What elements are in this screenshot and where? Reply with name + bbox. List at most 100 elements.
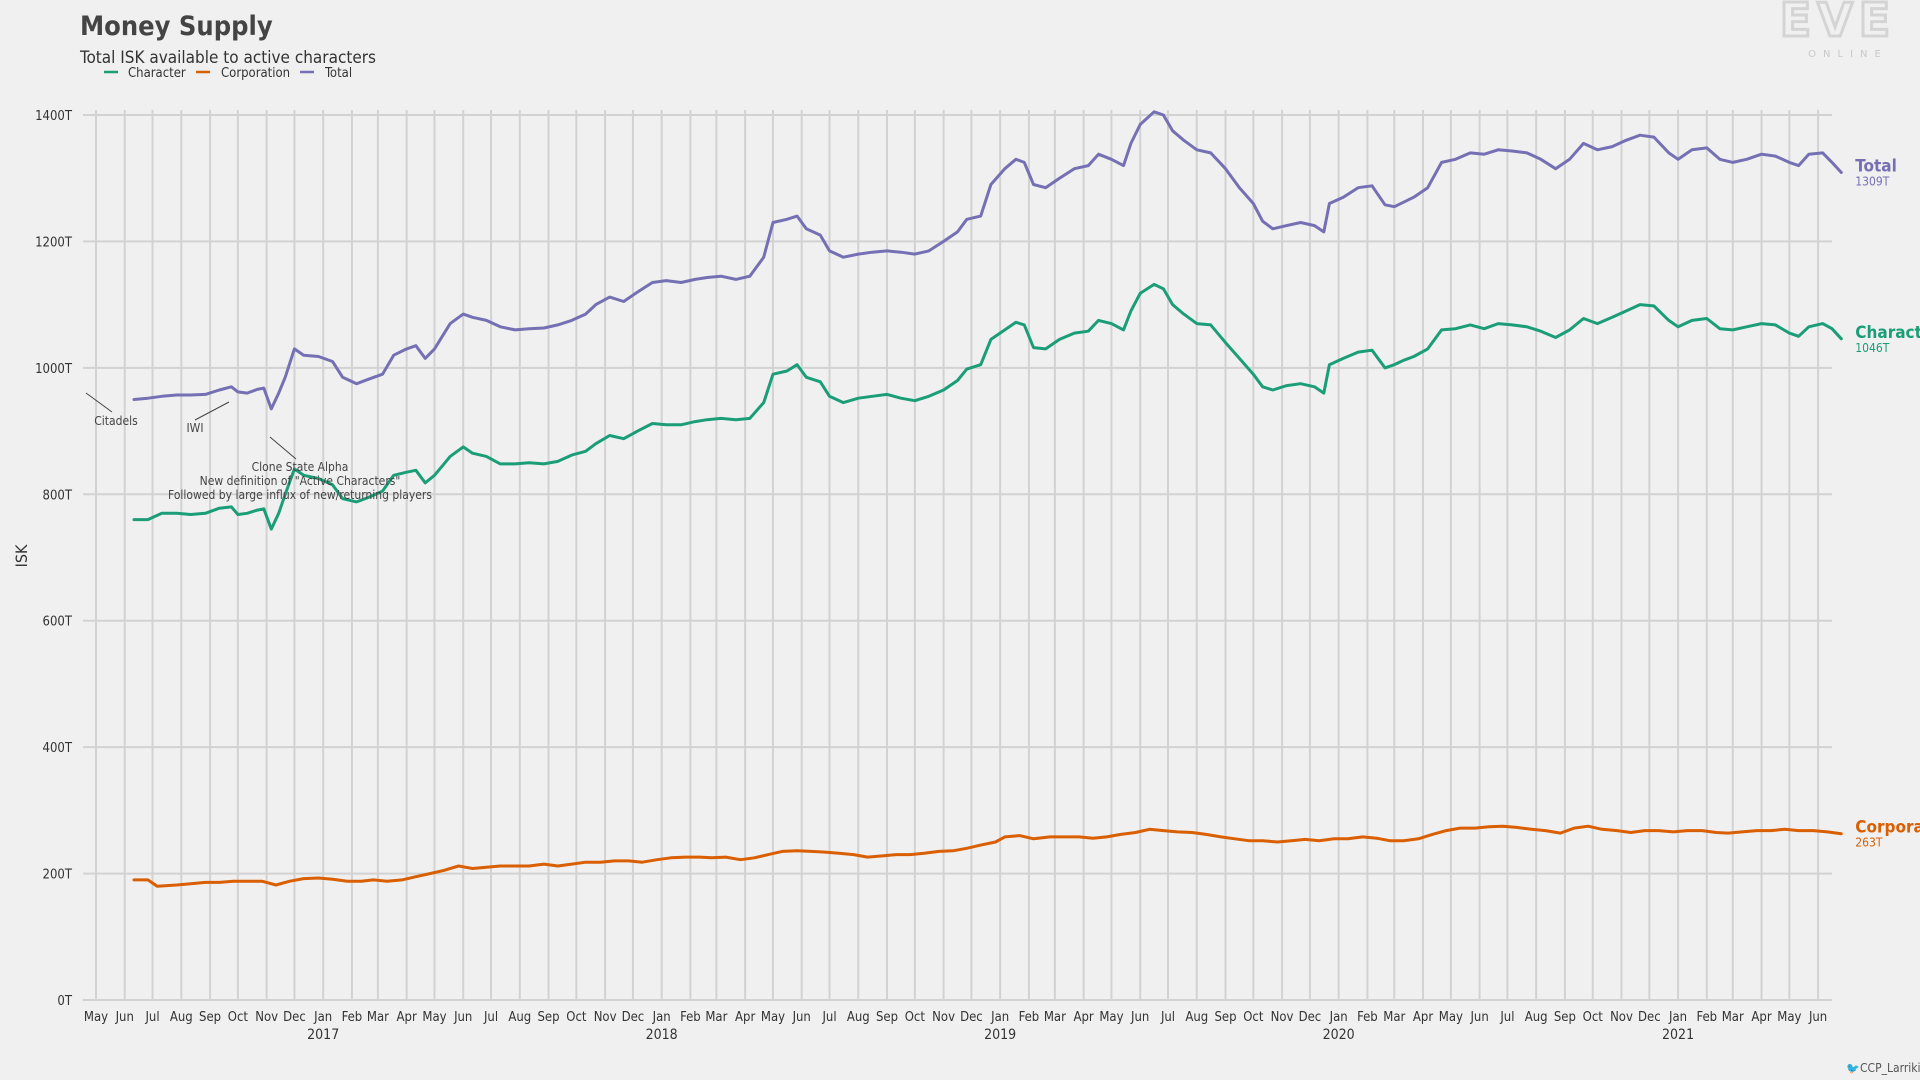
series-lines [132,110,1843,888]
series-line-total [132,110,1843,411]
legend-label-total: Total [324,66,352,81]
logo-sub-text: ONLINE [1808,49,1888,60]
credit-handle: CCP_Larrikin [1860,1061,1920,1075]
x-month-label: Dec [622,1010,645,1025]
x-month-label: Mar [367,1010,389,1025]
x-axis-year-labels: 2017 2018 2019 2020 2021 [307,1027,1694,1043]
x-month-label: Oct [905,1010,926,1025]
x-month-label: Jan [1668,1010,1687,1025]
x-year-label: 2019 [984,1027,1016,1043]
x-month-label: Aug [508,1010,531,1025]
x-month-label: Jul [144,1010,159,1025]
y-tick-label: 400T [43,741,73,756]
x-month-label: Mar [1383,1010,1405,1025]
x-month-label: Jun [792,1010,811,1025]
x-month-label: Jun [1130,1010,1149,1025]
x-month-label: Mar [705,1010,727,1025]
x-month-label: Nov [932,1010,955,1025]
x-month-label: Mar [1722,1010,1744,1025]
annotation-citadels: Citadels [94,414,138,428]
y-tick-label: 1000T [35,362,73,377]
annotation-leader-clone-state-alpha [269,436,297,460]
x-month-label: Oct [1583,1010,1604,1025]
x-month-label: Nov [594,1010,617,1025]
x-month-label: Feb [1696,1010,1717,1025]
x-month-label: May [761,1010,785,1025]
twitter-bird-icon: 🐦 [1846,1062,1860,1075]
annotation-leader-citadels [85,392,113,413]
x-month-label: Sep [538,1010,560,1025]
x-month-label: Dec [1299,1010,1322,1025]
x-year-label: 2017 [307,1027,339,1043]
x-month-label: May [1777,1010,1801,1025]
end-value-corporation: 263T [1855,836,1883,850]
x-month-label: Jun [115,1010,134,1025]
chart-title: Money Supply [80,11,273,42]
x-month-label: Jun [1469,1010,1488,1025]
logo-main-text: EVE [1780,0,1896,47]
x-year-label: 2021 [1662,1027,1694,1043]
x-month-label: Apr [1413,1010,1433,1025]
x-month-label: Jan [1329,1010,1348,1025]
x-month-label: Oct [1243,1010,1264,1025]
y-tick-label: 1200T [35,235,73,250]
x-month-label: Oct [566,1010,587,1025]
x-month-label: Jun [1808,1010,1827,1025]
annotation-clone-state-alpha: New definition of "Active Characters" [200,474,401,488]
x-month-label: Nov [255,1010,278,1025]
x-month-label: Dec [1638,1010,1661,1025]
y-axis-ticks: 0T 200T 400T 600T 800T 1000T 1200T 1400T [35,109,73,1009]
annotation-leader-iwi [194,401,230,421]
x-month-label: Nov [1271,1010,1294,1025]
legend-label-character: Character [128,66,186,81]
x-month-label: Jul [483,1010,498,1025]
y-tick-label: 1400T [35,109,73,124]
series-line-character [132,282,1843,531]
x-month-label: Feb [680,1010,701,1025]
x-month-label: Dec [960,1010,983,1025]
legend: Character Corporation Total [104,66,352,81]
x-month-label: Oct [228,1010,249,1025]
y-tick-label: 0T [57,994,72,1009]
x-month-label: Nov [1610,1010,1633,1025]
x-month-label: Apr [1751,1010,1771,1025]
x-month-label: May [1099,1010,1123,1025]
x-month-label: Dec [283,1010,306,1025]
y-tick-label: 200T [43,868,73,883]
end-label-total: Total [1855,157,1897,177]
x-month-label: Feb [1357,1010,1378,1025]
end-value-total: 1309T [1855,175,1889,189]
annotation-iwi: IWI [186,421,203,435]
x-month-label: Sep [1214,1010,1236,1025]
series-line-corporation [132,824,1843,888]
annotation-clone-state-alpha: Clone State Alpha [252,460,349,474]
chart-subtitle: Total ISK available to active characters [79,48,376,68]
y-tick-label: 600T [43,615,73,630]
x-month-label: Mar [1044,1010,1066,1025]
end-value-character: 1046T [1855,341,1889,355]
x-month-label: Feb [1019,1010,1040,1025]
x-month-label: Aug [1525,1010,1548,1025]
x-month-label: Aug [847,1010,870,1025]
end-label-character: Character [1855,323,1920,343]
x-month-label: Aug [170,1010,193,1025]
grid [83,110,1832,1001]
x-month-label: Feb [342,1010,363,1025]
x-month-label: Aug [1185,1010,1208,1025]
eve-online-logo: EVE ONLINE [1778,0,1896,60]
x-year-label: 2020 [1323,1027,1355,1043]
x-month-label: May [422,1010,446,1025]
x-month-label: Jul [1160,1010,1175,1025]
y-axis-title: ISK [12,544,31,567]
end-label-corporation: Corporation [1855,818,1920,838]
x-axis-ticks: May Jun Jul Aug Sep Oct Nov Dec Jan Feb Mar Apr May J… [84,1010,1827,1025]
x-month-label: Jan [313,1010,332,1025]
x-month-label: May [1439,1010,1463,1025]
x-month-label: Apr [1074,1010,1094,1025]
x-month-label: Jan [990,1010,1009,1025]
x-month-label: Apr [735,1010,755,1025]
